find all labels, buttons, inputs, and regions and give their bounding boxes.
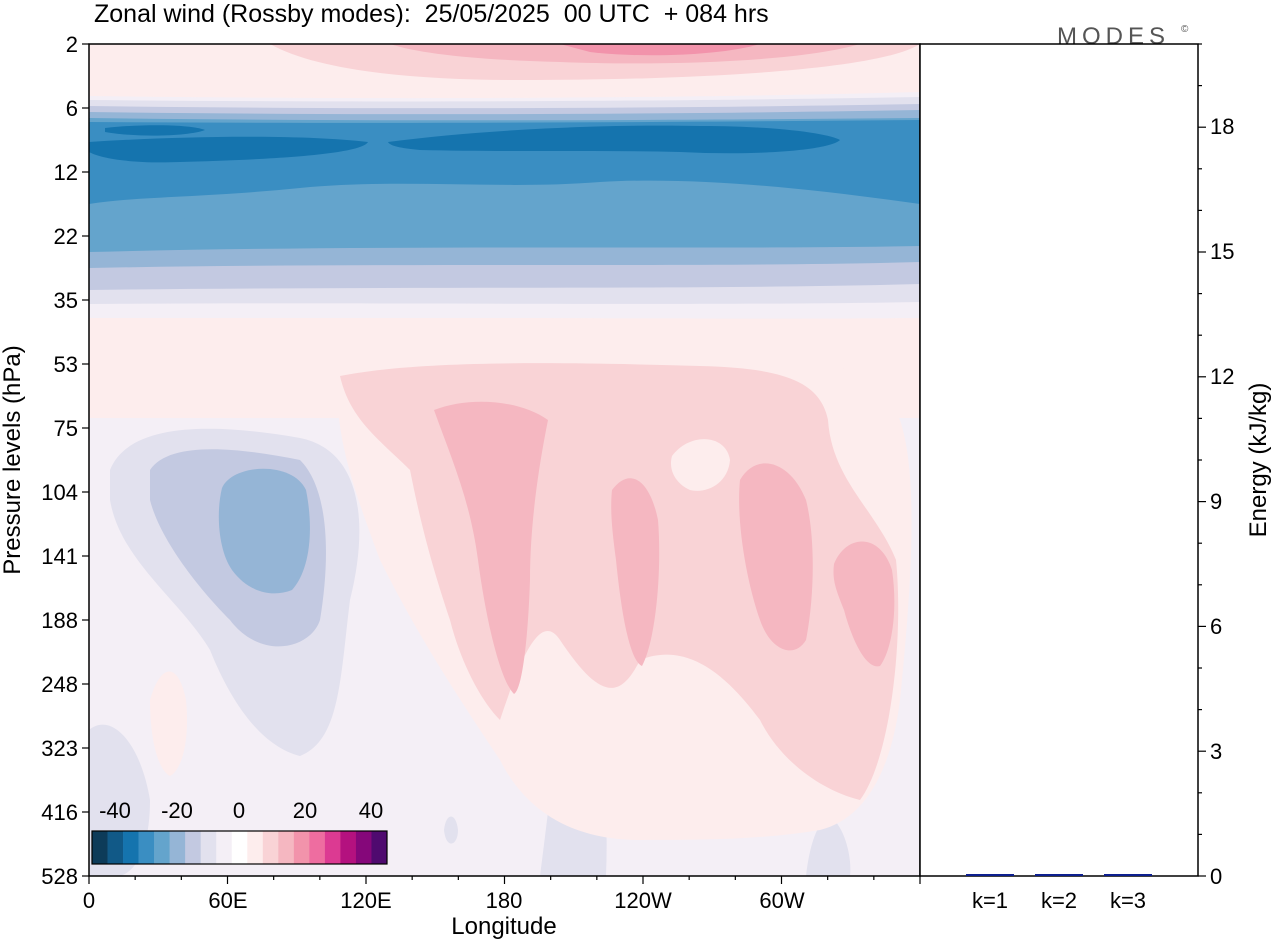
energy-bar [966, 874, 1014, 876]
colorbar-swatch [138, 831, 155, 864]
x-tick-label: 180 [486, 888, 523, 913]
energy-bar [1104, 874, 1152, 876]
y-tick-label: 22 [54, 224, 78, 249]
band-easterly-core-patch [105, 125, 205, 136]
energy-tick-label: 0 [1210, 864, 1222, 889]
colorbar-labels: -40 -20 0 20 40 [99, 798, 383, 823]
colorbar-tick-label: 40 [359, 798, 383, 823]
colorbar-swatch [123, 831, 139, 864]
colorbar-swatch [185, 831, 201, 864]
colorbar-swatch [216, 831, 233, 864]
energy-tick-label: 15 [1210, 239, 1234, 264]
y-tick-label: 2 [66, 32, 78, 57]
colorbar-swatch [371, 831, 388, 864]
y-tick-label: 528 [41, 864, 78, 889]
y-tick-label: 12 [54, 160, 78, 185]
x-axis-title: Longitude [451, 913, 556, 940]
y-tick-label: 323 [41, 736, 78, 761]
colorbar-swatch [293, 831, 310, 864]
x-tick-label: 120E [340, 888, 391, 913]
energy-axis-title: Energy (kJ/kg) [1245, 383, 1272, 538]
cell-westerly-hole [670, 439, 730, 491]
longitude-axis: 0 60E 120E 180 120W 60W Longitude [83, 876, 921, 940]
band-easterly-core-east [388, 125, 840, 154]
longitude-ticks [88, 876, 921, 884]
y-tick-label: 53 [54, 352, 78, 377]
cell-easterly-surface-east [806, 817, 851, 876]
colorbar-swatch [169, 831, 186, 864]
band-easterly-core-west [89, 136, 368, 163]
colorbar-swatch [355, 831, 372, 864]
y-tick-label: 75 [54, 416, 78, 441]
x-tick-label: 60W [759, 888, 804, 913]
x-tick-label: 0 [83, 888, 95, 913]
colorbar-swatch [309, 831, 326, 864]
y-tick-label: 35 [54, 288, 78, 313]
colorbar-tick-label: 0 [233, 798, 245, 823]
colorbar-tick-label: -20 [161, 798, 193, 823]
energy-category-label: k=1 [972, 888, 1008, 913]
energy-category-label: k=2 [1041, 888, 1077, 913]
energy-bar [1035, 874, 1083, 876]
energy-tick-label: 12 [1210, 364, 1234, 389]
y-tick-label: 416 [41, 800, 78, 825]
energy-panel: 0 3 6 9 12 15 18 k=1 k=2 k=3 Energy (kJ/… [919, 43, 1272, 913]
colorbar-swatch [92, 831, 108, 864]
y-axis-title: Pressure levels (hPa) [0, 345, 26, 574]
chart-title: Zonal wind (Rossby modes): 25/05/2025 00… [94, 0, 769, 28]
energy-ticks [1198, 43, 1206, 877]
energy-tick-label: 18 [1210, 114, 1234, 139]
energy-tick-label: 6 [1210, 614, 1222, 639]
cell-westerly-a [434, 401, 548, 694]
cell-easterly-small [444, 816, 458, 844]
y-tick-label: 188 [41, 608, 78, 633]
brand-copyright-mark: © [1181, 24, 1189, 35]
pressure-axis: 2 6 12 22 35 53 75 104 141 188 248 323 4… [0, 32, 89, 889]
energy-category-label: k=3 [1110, 888, 1146, 913]
colorbar-tick-label: 20 [293, 798, 317, 823]
cell-easterly-core [218, 468, 310, 594]
colorbar-swatch [247, 831, 264, 864]
energy-tick-label: 9 [1210, 489, 1222, 514]
colorbar-tick-label: -40 [99, 798, 131, 823]
y-tick-label: 141 [41, 544, 78, 569]
colorbar-swatch [107, 831, 124, 864]
y-tick-label: 248 [41, 672, 78, 697]
energy-tick-label: 3 [1210, 739, 1222, 764]
colorbar-swatch [340, 831, 357, 864]
x-tick-label: 120W [614, 888, 672, 913]
colorbar-frame [91, 830, 388, 865]
y-tick-label: 6 [66, 96, 78, 121]
cell-westerly-lower-west [150, 671, 188, 776]
cell-westerly-c [739, 463, 813, 651]
colorbar-swatch [324, 831, 341, 864]
colorbar-swatch [154, 831, 170, 864]
colorbar-swatch [231, 831, 248, 864]
band-easterly-lower-patch [112, 208, 210, 221]
pressure-ticks [82, 43, 89, 877]
y-tick-label: 104 [41, 480, 78, 505]
colorbar-swatch [278, 831, 295, 864]
cell-westerly-d [833, 541, 895, 667]
cell-westerly-b [611, 478, 660, 666]
colorbar-swatch [200, 831, 217, 864]
colorbar [91, 830, 388, 865]
x-tick-label: 60E [208, 888, 247, 913]
energy-bars [966, 874, 1152, 876]
colorbar-swatch [262, 831, 279, 864]
energy-frame [919, 43, 1199, 877]
heatmap-plot [89, 44, 920, 876]
band-westerly-top-peak [560, 44, 760, 56]
